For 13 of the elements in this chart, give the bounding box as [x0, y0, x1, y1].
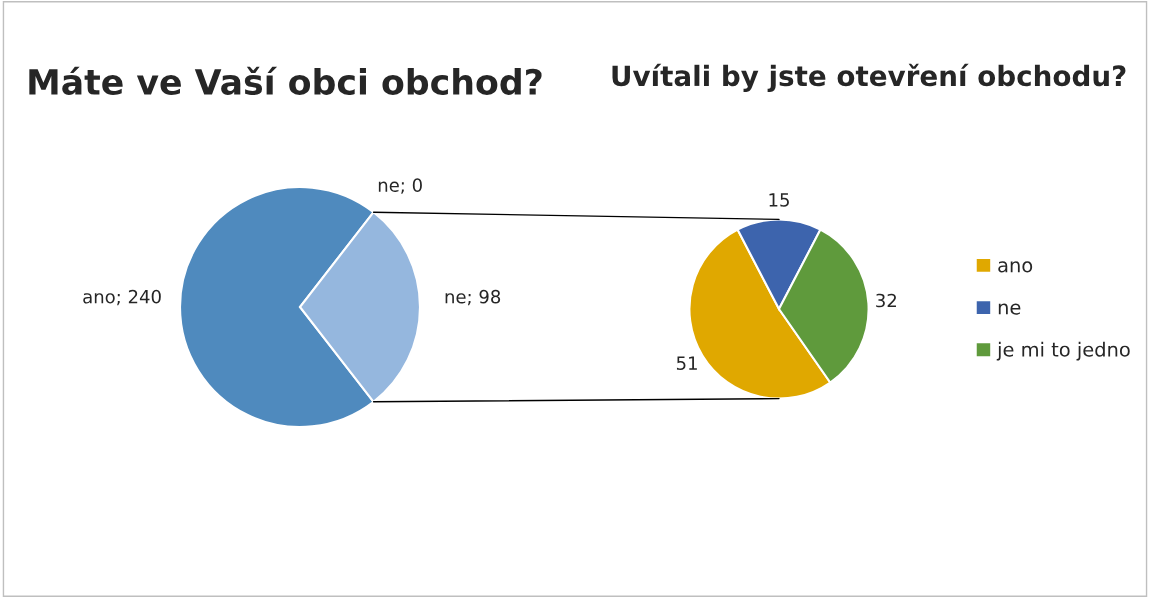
data-label: ; 240	[117, 289, 161, 306]
slice-label: ne	[445, 293, 466, 304]
text: ne; 0	[378, 178, 422, 194]
data-label: 32	[876, 293, 896, 308]
legend-label: je mi to jedno	[996, 341, 1130, 361]
legend-label: ano	[998, 261, 1033, 273]
data-label: 51	[676, 356, 697, 370]
slice-label: ano	[83, 293, 115, 304]
chart-title: Máte ve Vaší obci obchod?	[29, 66, 542, 95]
legend-label: ne	[998, 303, 1021, 315]
chart-title: Uvítali by jste otevření obchodu?	[612, 63, 1126, 92]
data-label: ; 98	[467, 289, 501, 306]
data-label: 15	[769, 193, 789, 207]
